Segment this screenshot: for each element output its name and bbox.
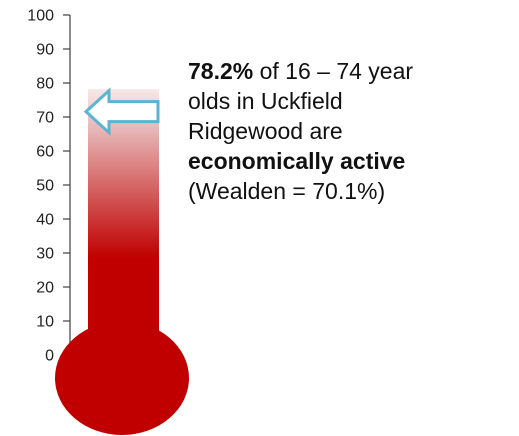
y-tick-label: 40 [36, 212, 54, 229]
annotation-line-2: olds in Uckfield [188, 88, 343, 114]
emphasis-text: economically active [188, 148, 406, 174]
annotation-line-1: 78.2% of 16 – 74 year [188, 56, 513, 86]
y-tick-label: 10 [36, 314, 54, 331]
y-tick-label: 60 [36, 144, 54, 161]
y-tick-label: 100 [27, 8, 54, 25]
annotation-line-4: economically active [188, 146, 513, 176]
y-tick-label: 0 [45, 348, 54, 365]
y-axis: 0 10 20 30 40 50 60 70 80 90 100 [27, 8, 71, 365]
annotation-line-3: Ridgewood are [188, 118, 343, 144]
y-tick-label: 50 [36, 178, 54, 195]
y-tick-label: 70 [36, 110, 54, 127]
y-tick-label: 30 [36, 246, 54, 263]
statistic-annotation: 78.2% of 16 – 74 year olds in Uckfield R… [188, 56, 513, 206]
thermometer-bulb [55, 321, 189, 435]
y-tick-label: 80 [36, 76, 54, 93]
annotation-text: of 16 – 74 year [253, 58, 414, 84]
left-arrow-icon [83, 87, 160, 137]
y-tick-label: 90 [36, 42, 54, 59]
headline-value: 78.2% [188, 58, 254, 84]
y-tick-label: 20 [36, 280, 54, 297]
comparison-text: (Wealden = 70.1%) [188, 178, 386, 204]
